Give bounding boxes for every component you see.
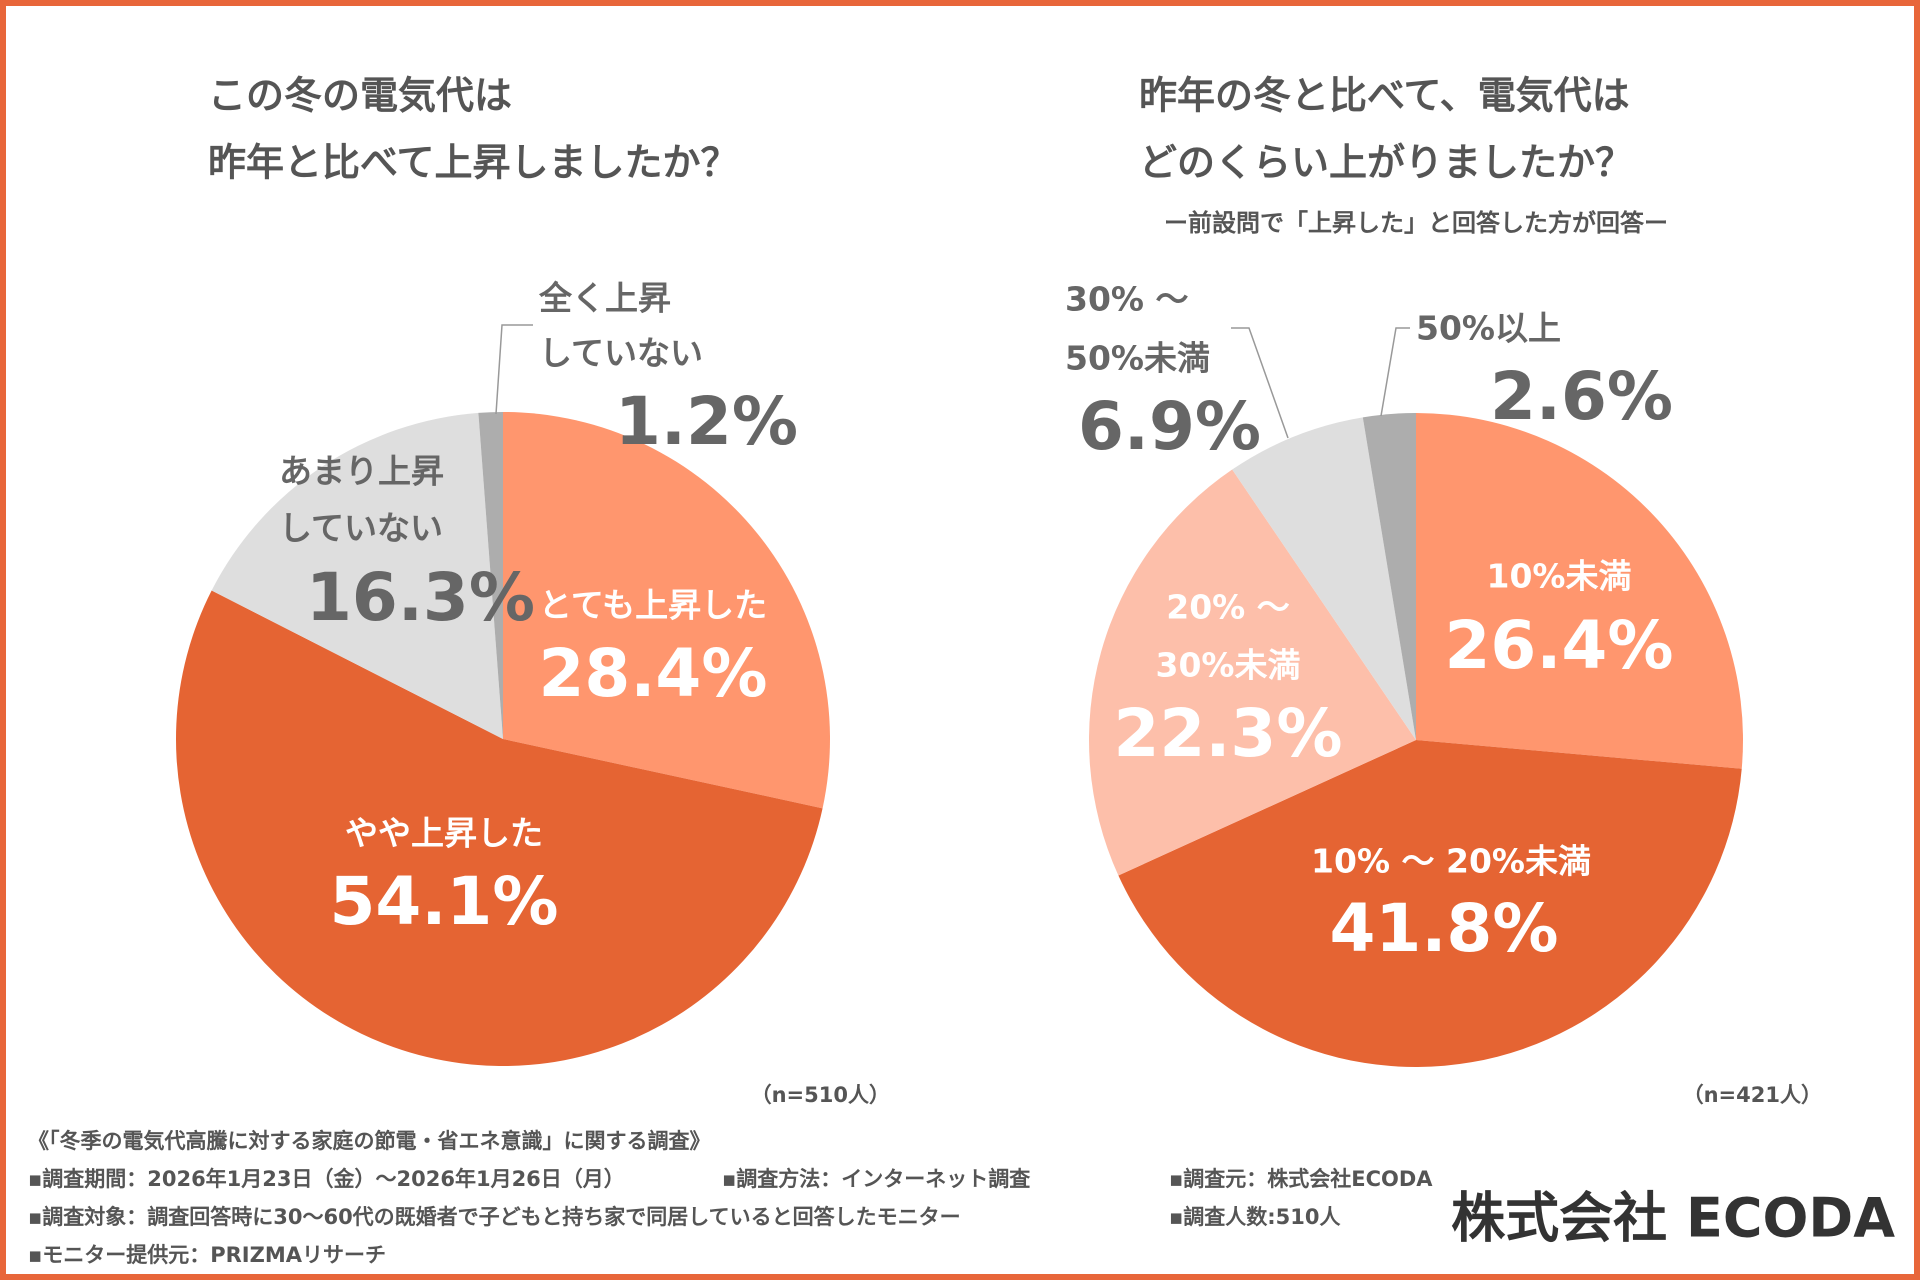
slice-value: 1.2% [615,383,798,460]
slice-label: 50%未満 [1065,339,1210,378]
slice-value: 22.3% [1114,695,1343,772]
pie-chart-2 [1089,413,1743,1067]
pie-slice-4 [478,412,503,739]
slice-value: 28.4% [539,635,768,712]
chart2-subtitle: ー前設問で「上昇した」と回答した方が回答ー [1164,209,1668,237]
chart2-title-line1: 昨年の冬と比べて、電気代は [1139,74,1630,118]
survey-title: 《「冬季の電気代高騰に対する家庭の節電・省エネ意識」に関する調査》 [28,1129,711,1153]
sample-size: （n=510人） [751,1083,890,1107]
survey-target: ▪調査対象：調査回答時に30～60代の既婚者で子どもと持ち家で同居していると回答… [28,1205,961,1229]
slice-value: 54.1% [330,863,559,940]
slice-label: していない [539,334,703,373]
slice-label: 全く上昇 [538,279,671,318]
pie-slice-2 [1118,740,1742,1067]
chart2-title-line2: どのくらい上がりましたか？ [1139,141,1633,185]
pie-slice-1 [1416,413,1743,769]
slice-value: 2.6% [1490,358,1673,435]
chart1-title-line1: この冬の電気代は [208,74,512,118]
slice-label: 20% ～ [1166,588,1289,627]
survey-count: ▪調査人数:510人 [1169,1205,1340,1229]
slice-value: 6.9% [1078,388,1261,465]
survey-source: ▪調査元：株式会社ECODA [1169,1167,1433,1191]
company-logo: 株式会社 ECODA [1451,1187,1895,1250]
pie-slice-3 [211,412,503,739]
sample-size: （n=421人） [1683,1083,1822,1107]
leader-line [1231,327,1289,439]
slice-value: 16.3% [306,559,535,636]
slice-label: やや上昇した [345,814,543,853]
pie-slice-3 [1089,469,1416,876]
slice-label: とても上昇した [539,586,767,625]
slice-label: あまり上昇 [279,452,444,491]
slice-value: 41.8% [1330,890,1559,967]
slice-label: 10%未満 [1487,557,1632,596]
slice-label: 30% ～ [1065,280,1188,319]
chart1-title-line2: 昨年と比べて上昇しましたか？ [208,141,738,185]
slice-label: していない [279,509,443,548]
pie-slice-4 [1232,417,1416,740]
monitor-provider: ▪モニター提供元：PRIZMAリサーチ [28,1243,386,1267]
slice-label: 10% ～ 20%未満 [1311,842,1591,881]
pie-slice-2 [176,590,823,1066]
slice-value: 26.4% [1445,607,1674,684]
leader-line [495,324,533,415]
slice-label: 50%以上 [1416,309,1561,348]
leader-line [1380,327,1410,417]
pie-slice-5 [1362,413,1416,740]
pie-chart-1 [176,412,831,1066]
slice-label: 30%未満 [1156,646,1301,685]
survey-method: ▪調査方法：インターネット調査 [722,1167,1030,1191]
pie-slice-1 [503,412,831,809]
survey-period: ▪調査期間：2026年1月23日（金）～2026年1月26日（月） [28,1167,625,1191]
